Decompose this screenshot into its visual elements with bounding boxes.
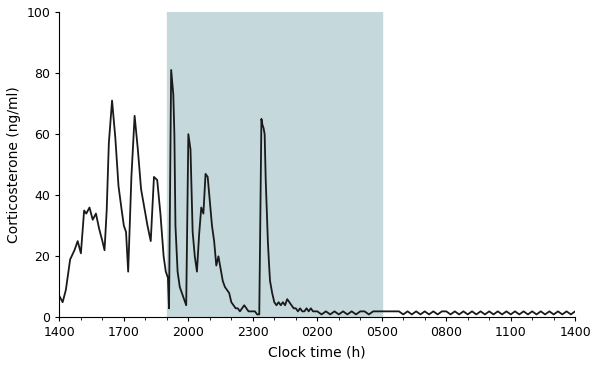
X-axis label: Clock time (h): Clock time (h) xyxy=(269,345,366,359)
Y-axis label: Corticosterone (ng/ml): Corticosterone (ng/ml) xyxy=(7,86,21,243)
Bar xyxy=(167,12,382,317)
